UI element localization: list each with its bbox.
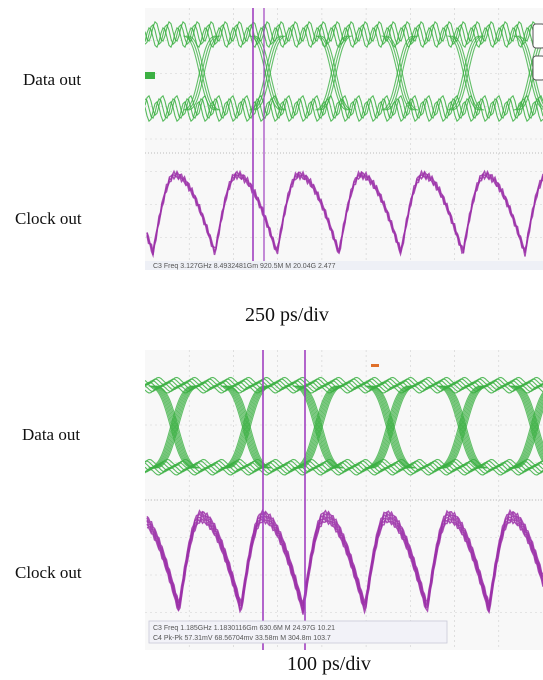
bottom-top-rail-2 — [145, 380, 543, 388]
top-bottom-rail-1 — [145, 97, 543, 120]
top-crossing-b — [515, 37, 543, 111]
bottom-crossing-b — [444, 385, 489, 469]
bottom-crossing-b — [153, 385, 198, 469]
top-data-out-label: Data out — [23, 70, 82, 89]
bottom-crossing-b — [224, 385, 269, 469]
top-crossing-b — [254, 35, 287, 111]
bottom-timebase-caption: 100 ps/div — [287, 653, 371, 675]
bottom-scope-screen: C3 Freq 1.185GHz 1.1830116Gm 630.6M M 24… — [145, 350, 543, 650]
top-clock-line-1 — [146, 170, 543, 255]
bottom-top-rail-4 — [145, 383, 543, 391]
top-scope-svg: C3 Freq 3.127GHz 8.4932481Gm 920.5M M 20… — [145, 8, 543, 270]
bottom-crossing-b — [442, 385, 488, 469]
bottom-crossing-b — [154, 385, 200, 469]
bottom-crossing-b — [292, 385, 337, 469]
top-clock-line-2 — [146, 173, 543, 259]
bottom-crossing-b — [294, 385, 340, 469]
bottom-clock-trace — [146, 508, 543, 615]
bottom-crossing-b — [513, 401, 543, 469]
bottom-data-out-label: Data out — [22, 425, 81, 444]
bottom-crossing-b — [152, 385, 197, 469]
top-crossing-b — [452, 35, 485, 111]
bottom-crossing-b — [156, 385, 201, 469]
top-data-trace — [145, 20, 543, 123]
bottom-crossing-b — [368, 385, 413, 469]
bottom-readout-line-1: C3 Freq 1.185GHz 1.1830116Gm 630.6M M 24… — [153, 625, 335, 632]
bottom-clock-line-4 — [146, 518, 543, 615]
top-timebase-caption: 250 ps/div — [245, 304, 329, 326]
bottom-crossing-b — [226, 385, 272, 469]
bottom-crossing-b — [150, 385, 196, 469]
bottom-crossing-b — [508, 391, 543, 469]
top-crossing-b — [188, 35, 221, 111]
top-crossing-b — [317, 35, 350, 111]
top-readout-bar — [145, 261, 543, 270]
top-clock-trace — [146, 169, 543, 259]
top-crossing-b — [320, 35, 353, 111]
bottom-crossing-b — [441, 385, 486, 469]
bottom-clock-line-3 — [146, 516, 543, 614]
bottom-crossing-b — [300, 385, 345, 469]
bottom-top-rail-0 — [145, 376, 543, 384]
top-data-channel-marker — [145, 72, 155, 79]
bottom-crossing-b — [369, 385, 414, 469]
bottom-crossing-b — [220, 385, 265, 469]
bottom-crossing-b — [440, 385, 485, 469]
top-scope-screen: C3 Freq 3.127GHz 8.4932481Gm 920.5M M 20… — [145, 8, 543, 270]
top-side-button-1 — [532, 23, 543, 49]
bottom-crossing-b — [222, 385, 268, 469]
bottom-trigger-marker — [371, 364, 379, 367]
bottom-bottom-rail-5 — [145, 466, 543, 474]
bottom-top-rail-6 — [145, 386, 543, 394]
bottom-crossing-b — [296, 385, 341, 469]
top-crossing-b — [315, 35, 348, 111]
bottom-readout-line-2: C4 Pk-Pk 57.31mV 68.56704mv 33.58m M 304… — [153, 635, 331, 642]
top-top-rail-1 — [145, 23, 543, 46]
top-crossing-b — [183, 35, 216, 111]
bottom-clock-out-label: Clock out — [15, 563, 82, 582]
bottom-crossing-b — [438, 385, 484, 469]
bottom-crossing-b — [436, 385, 481, 469]
top-bottom-rail-2 — [145, 100, 543, 123]
top-clock-line-0 — [146, 169, 543, 254]
bottom-crossing-b — [148, 385, 193, 469]
bottom-crossing-b — [372, 385, 417, 469]
bottom-crossing-b — [228, 385, 273, 469]
bottom-crossing-b — [370, 385, 416, 469]
bottom-crossing-b — [364, 385, 409, 469]
bottom-crossing-b — [366, 385, 412, 469]
top-crossing-b — [185, 35, 218, 111]
bottom-crossing-b — [514, 404, 543, 469]
top-side-button-2 — [532, 55, 543, 81]
top-clock-out-label: Clock out — [15, 209, 82, 228]
top-readout-text: C3 Freq 3.127GHz 8.4932481Gm 920.5M M 20… — [153, 263, 336, 270]
top-crossing-b — [449, 35, 482, 111]
bottom-crossing-b — [516, 408, 543, 469]
bottom-crossing-b — [512, 398, 543, 469]
bottom-data-trace — [145, 376, 543, 476]
bottom-scope-svg: C3 Freq 1.185GHz 1.1830116Gm 630.6M M 24… — [145, 350, 543, 650]
top-crossing-b — [386, 35, 419, 111]
bottom-readout-box — [148, 620, 448, 644]
bottom-bottom-rail-6 — [145, 468, 543, 476]
